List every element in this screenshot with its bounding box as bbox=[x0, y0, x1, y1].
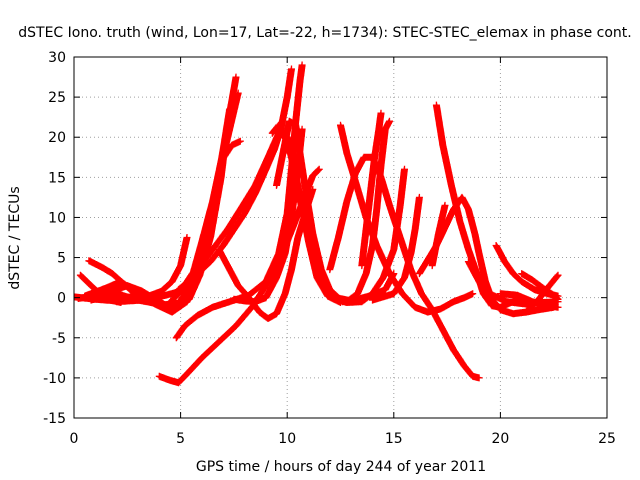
y-axis-label: dSTEC / TECUs bbox=[7, 186, 23, 289]
series-19 bbox=[358, 109, 385, 270]
series-markers bbox=[358, 109, 385, 270]
x-tick-label: 15 bbox=[385, 431, 403, 447]
y-tick-label: 0 bbox=[57, 291, 66, 307]
y-tick-label: 25 bbox=[48, 90, 66, 106]
x-tick-label: 20 bbox=[491, 431, 509, 447]
series-11 bbox=[162, 129, 344, 311]
y-tick-label: 10 bbox=[48, 210, 66, 226]
series-20 bbox=[330, 165, 408, 306]
plot-frame bbox=[73, 56, 608, 419]
y-tick-label: -15 bbox=[43, 411, 66, 427]
series-markers bbox=[330, 165, 408, 306]
y-tick-label: 20 bbox=[48, 130, 66, 146]
series-7 bbox=[113, 137, 244, 306]
axes: 0 5 10 15 20 25 -15 -10 -5 0 5 10 15 20 25 30 bbox=[43, 50, 616, 447]
y-tick-label: -5 bbox=[52, 331, 66, 347]
x-tick-label: 0 bbox=[70, 431, 79, 447]
series-markers bbox=[113, 137, 244, 306]
chart-title: dSTEC Iono. truth (wind, Lon=17, Lat=-22… bbox=[18, 25, 631, 41]
data-layer bbox=[74, 61, 562, 387]
series-29 bbox=[518, 270, 562, 303]
series-28 bbox=[496, 290, 562, 311]
x-tick-label: 5 bbox=[176, 431, 185, 447]
x-axis-label: GPS time / hours of day 244 of year 2011 bbox=[196, 459, 486, 475]
series-markers bbox=[162, 129, 344, 311]
y-tick-label: 30 bbox=[48, 50, 66, 66]
y-tick-label: -10 bbox=[43, 371, 66, 387]
x-tick-label: 25 bbox=[598, 431, 616, 447]
series-15 bbox=[273, 117, 347, 306]
y-tick-label: 15 bbox=[48, 170, 66, 186]
series-markers bbox=[518, 270, 562, 303]
x-tick-label: 10 bbox=[278, 431, 296, 447]
y-tick-label: 5 bbox=[57, 251, 66, 267]
series-21 bbox=[369, 193, 423, 304]
series-markers bbox=[273, 117, 347, 306]
series-markers bbox=[496, 290, 562, 311]
series-markers bbox=[369, 193, 423, 304]
